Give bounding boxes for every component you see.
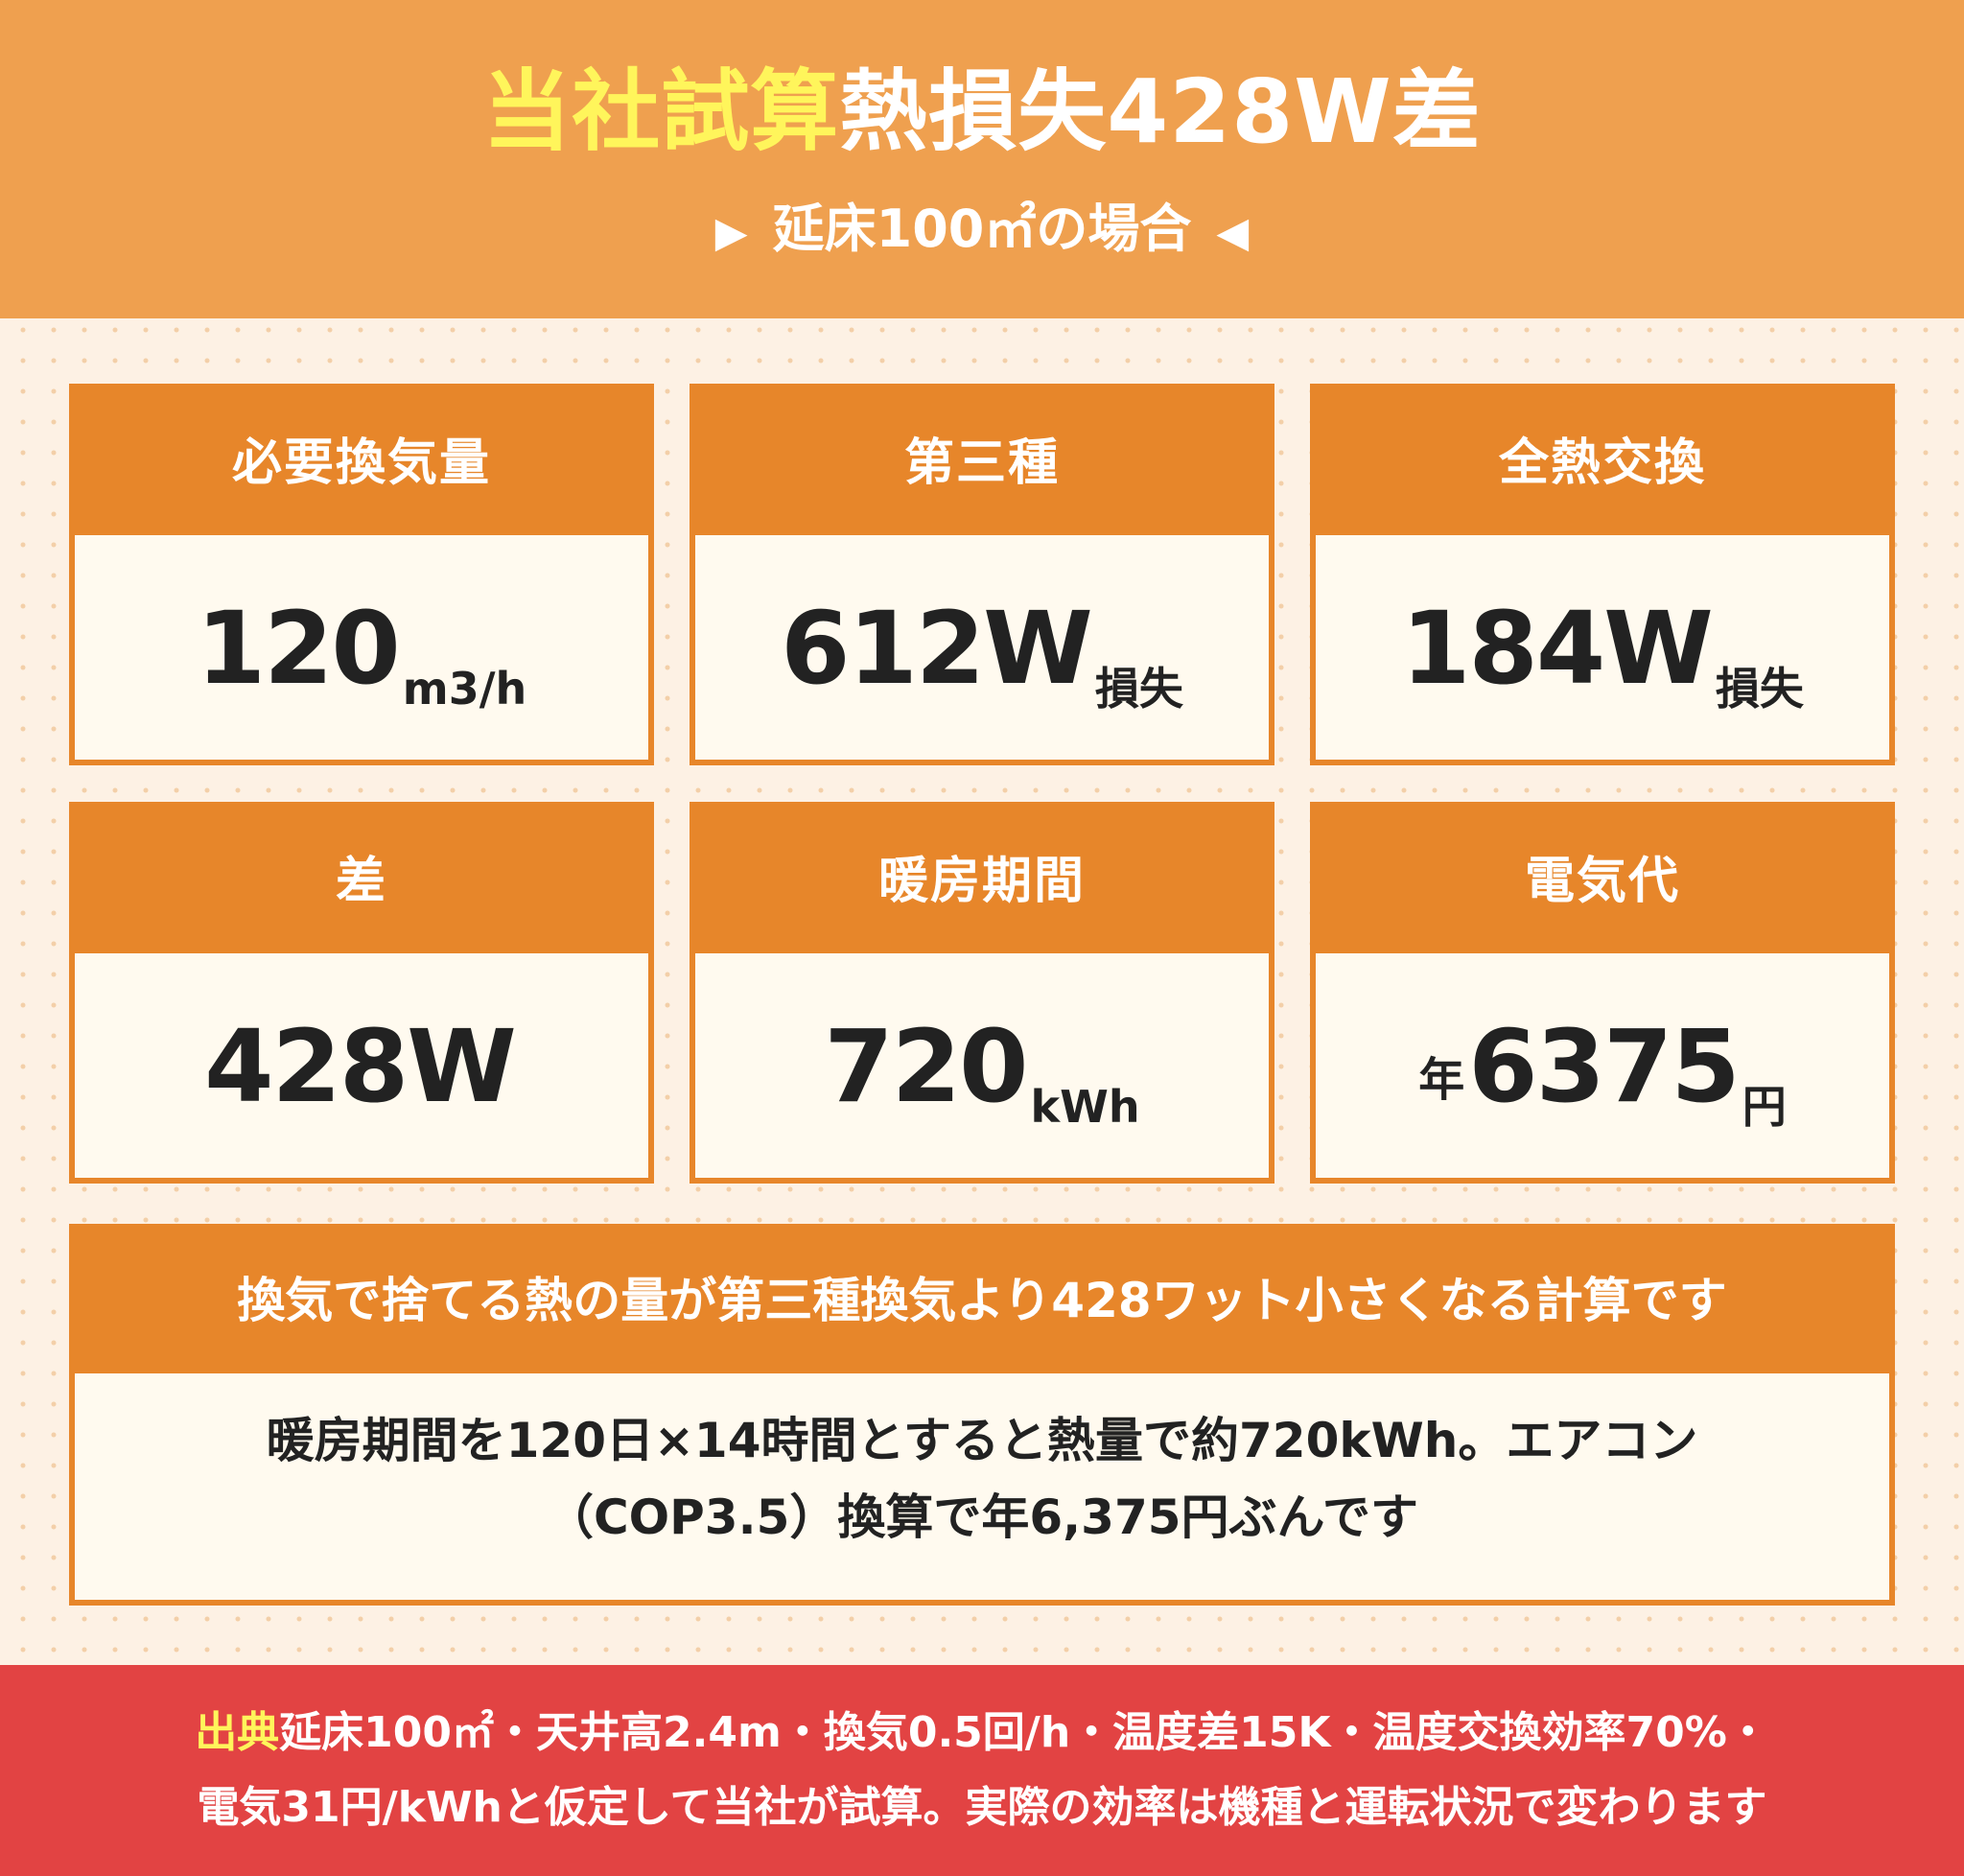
explanation-panel: 換気で捨てる熱の量が第三種換気より428ワット小さくなる計算です 暖房期間を12… xyxy=(69,1224,1895,1606)
footer-source-label: 出典 xyxy=(195,1708,280,1757)
card-unit: 損失 xyxy=(1094,663,1183,715)
subtitle-text: 延床100㎡の場合 xyxy=(772,199,1192,259)
card-number: 6375 xyxy=(1468,1008,1740,1125)
explanation-body: 暖房期間を120日×14時間とすると熱量で約720kWh。エアコン （COP3.… xyxy=(75,1373,1889,1600)
card-value: 184W損失 xyxy=(1316,581,1889,745)
explanation-heading: 換気で捨てる熱の量が第三種換気より428ワット小さくなる計算です xyxy=(237,1273,1727,1328)
footer-line-2: 電気31円/kWhと仮定して当社が試算。実際の効率は機種と運転状況で変わります xyxy=(197,1783,1767,1832)
right-triangle-icon: ▶ xyxy=(714,208,748,257)
card-label: 電気代 xyxy=(1524,853,1680,910)
explanation-line-2: （COP3.5）換算で年6,375円ぶんです xyxy=(545,1489,1419,1545)
card-label: 全熱交換 xyxy=(1498,434,1706,492)
explanation-line-1: 暖房期間を120日×14時間とすると熱量で約720kWh。エアコン xyxy=(266,1413,1698,1468)
card-body: 612W損失 xyxy=(695,535,1269,760)
title-highlight: 当社試算 xyxy=(482,60,840,163)
card-label: 必要換気量 xyxy=(231,434,491,492)
card-label: 第三種 xyxy=(903,434,1060,492)
card-difference: 差 428W xyxy=(69,802,654,1184)
footer-line-1: 出典延床100㎡・天井高2.4m・換気0.5回/h・温度差15K・温度交換効率7… xyxy=(0,1696,1964,1770)
page-subtitle: ▶ 延床100㎡の場合 ◀ xyxy=(0,196,1964,267)
card-heating-period: 暖房期間 720kWh xyxy=(690,802,1274,1184)
card-value: 年6375円 xyxy=(1316,999,1889,1163)
card-number: 428W xyxy=(204,1008,517,1125)
header-banner: 当社試算熱損失428W差 ▶ 延床100㎡の場合 ◀ xyxy=(0,0,1964,318)
card-prefix: 年 xyxy=(1418,1053,1465,1107)
card-electricity-cost: 電気代 年6375円 xyxy=(1310,802,1895,1184)
footer-source-note: 出典延床100㎡・天井高2.4m・換気0.5回/h・温度差15K・温度交換効率7… xyxy=(0,1665,1964,1876)
left-triangle-icon: ◀ xyxy=(1216,208,1250,257)
card-heat-exchange-loss: 全熱交換 184W損失 xyxy=(1310,384,1895,765)
page-title: 当社試算熱損失428W差 xyxy=(0,59,1964,165)
title-main: 熱損失428W差 xyxy=(839,60,1482,163)
card-unit: kWh xyxy=(1030,1081,1140,1133)
card-value: 428W xyxy=(75,999,648,1163)
card-body: 120m3/h xyxy=(75,535,648,760)
card-body: 年6375円 xyxy=(1316,953,1889,1178)
card-value: 612W損失 xyxy=(695,581,1269,745)
card-required-ventilation: 必要換気量 120m3/h xyxy=(69,384,654,765)
card-number: 720 xyxy=(824,1008,1028,1125)
card-unit: 損失 xyxy=(1715,663,1804,715)
card-body: 428W xyxy=(75,953,648,1178)
card-value: 120m3/h xyxy=(75,581,648,745)
card-body: 184W損失 xyxy=(1316,535,1889,760)
card-unit: 円 xyxy=(1742,1081,1787,1133)
card-label: 暖房期間 xyxy=(877,853,1086,910)
card-unit: m3/h xyxy=(402,663,527,715)
card-number: 184W xyxy=(1401,590,1714,707)
card-type3-loss: 第三種 612W損失 xyxy=(690,384,1274,765)
card-number: 612W xyxy=(781,590,1093,707)
card-value: 720kWh xyxy=(695,999,1269,1163)
card-body: 720kWh xyxy=(695,953,1269,1178)
card-label: 差 xyxy=(335,853,387,910)
footer-assumptions: 延床100㎡・天井高2.4m・換気0.5回/h・温度差15K・温度交換効率70%… xyxy=(279,1708,1769,1757)
card-number: 120 xyxy=(196,590,401,707)
